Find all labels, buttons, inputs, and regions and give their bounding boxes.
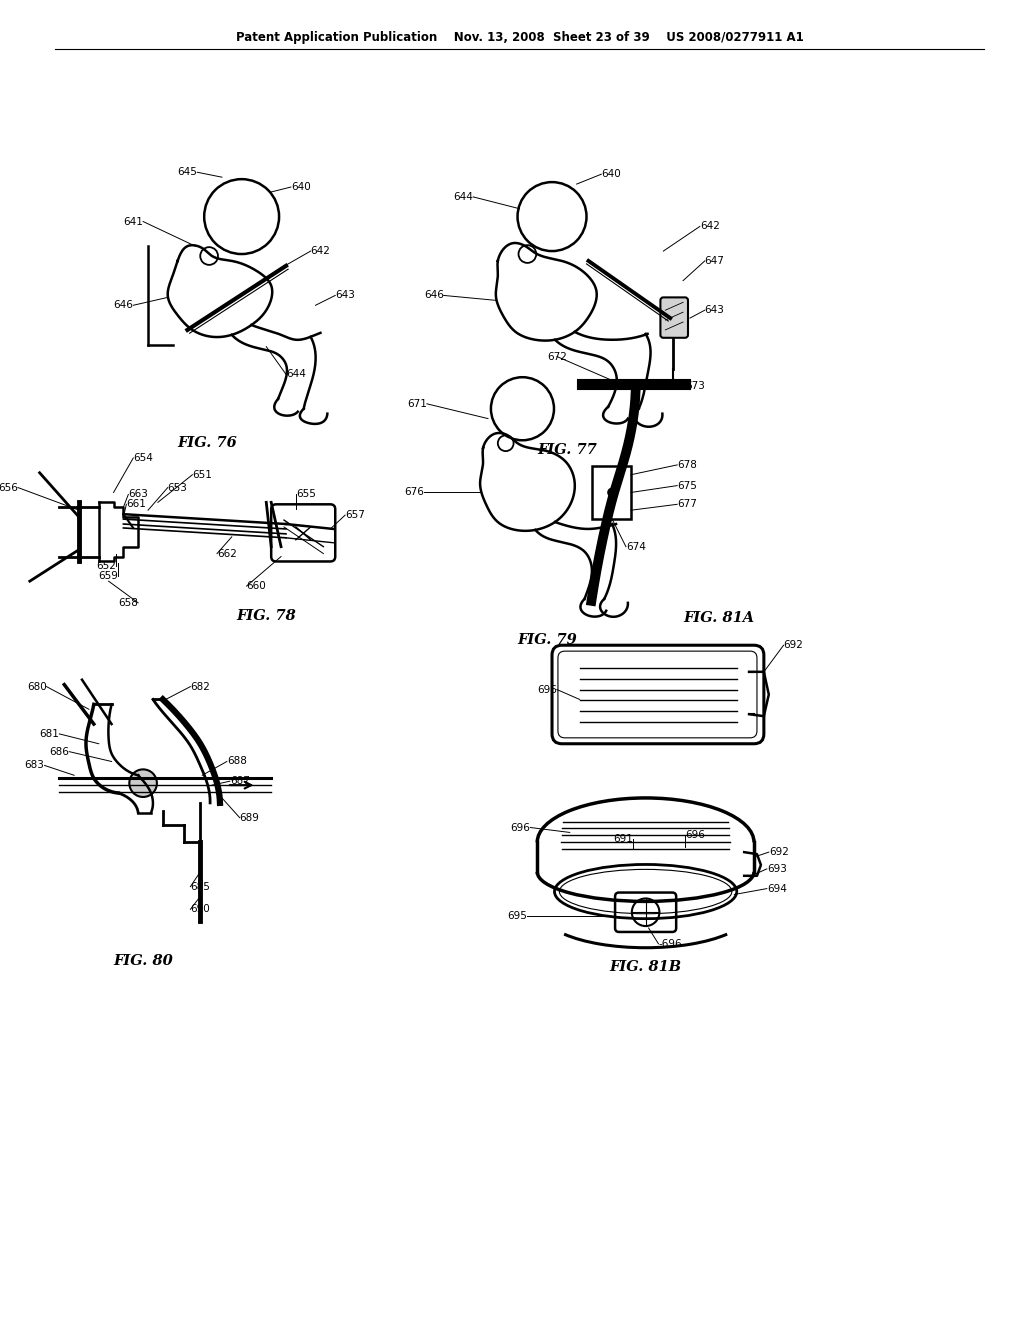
Text: 654: 654: [133, 453, 154, 463]
Text: 692: 692: [783, 640, 804, 651]
Text: 682: 682: [190, 681, 210, 692]
Text: 676: 676: [404, 487, 424, 498]
Text: 672: 672: [547, 351, 567, 362]
Text: 688: 688: [227, 756, 247, 767]
Text: 644: 644: [454, 191, 473, 202]
Text: 657: 657: [345, 510, 365, 520]
Text: 646: 646: [114, 300, 133, 310]
Text: -696: -696: [658, 939, 682, 949]
Text: FIG. 81B: FIG. 81B: [609, 961, 682, 974]
Text: 671: 671: [407, 399, 427, 409]
Text: 689: 689: [240, 813, 259, 822]
Text: Patent Application Publication    Nov. 13, 2008  Sheet 23 of 39    US 2008/02779: Patent Application Publication Nov. 13, …: [236, 32, 804, 45]
Text: 683: 683: [25, 760, 45, 771]
Text: 663: 663: [128, 490, 148, 499]
Circle shape: [129, 770, 157, 797]
Text: 696: 696: [685, 830, 705, 841]
Text: 681: 681: [40, 729, 59, 739]
Text: 696: 696: [511, 822, 530, 833]
Text: FIG. 77: FIG. 77: [537, 444, 597, 457]
Text: 692: 692: [769, 847, 788, 857]
Text: 673: 673: [685, 381, 705, 391]
Text: 653: 653: [168, 483, 187, 492]
Text: 680: 680: [27, 681, 46, 692]
Text: 641: 641: [123, 216, 143, 227]
Text: 658: 658: [119, 598, 138, 607]
Text: 690: 690: [190, 904, 210, 915]
Text: 694: 694: [767, 883, 786, 894]
Text: 662: 662: [217, 549, 237, 558]
Text: 695: 695: [508, 911, 527, 921]
Text: FIG. 80: FIG. 80: [114, 953, 173, 968]
Text: 642: 642: [699, 222, 720, 231]
Text: 656: 656: [0, 483, 18, 492]
Text: FIG. 81A: FIG. 81A: [683, 611, 754, 624]
Text: 640: 640: [601, 169, 621, 180]
Text: 643: 643: [705, 305, 725, 315]
Text: 642: 642: [310, 246, 331, 256]
Text: 693: 693: [767, 863, 786, 874]
Text: 647: 647: [705, 256, 725, 265]
Text: 686: 686: [49, 747, 70, 756]
Text: 691: 691: [613, 834, 633, 845]
Text: 696: 696: [537, 685, 557, 694]
Text: FIG. 78: FIG. 78: [237, 609, 296, 623]
Text: 675: 675: [677, 480, 697, 491]
Text: 661: 661: [126, 499, 146, 510]
Text: FIG. 79: FIG. 79: [517, 634, 577, 647]
Text: 677: 677: [677, 499, 697, 510]
Text: 652: 652: [96, 561, 117, 572]
Text: FIG. 76: FIG. 76: [177, 436, 237, 450]
Text: 678: 678: [677, 459, 697, 470]
FancyBboxPatch shape: [660, 297, 688, 338]
Text: 660: 660: [247, 581, 266, 591]
Text: 687: 687: [229, 776, 250, 787]
Text: 674: 674: [626, 541, 646, 552]
Text: 655: 655: [296, 490, 315, 499]
Text: 640: 640: [291, 182, 310, 191]
Text: 645: 645: [177, 168, 198, 177]
Text: 646: 646: [424, 290, 443, 301]
Text: 685: 685: [190, 882, 210, 891]
Text: 651: 651: [193, 470, 212, 479]
Circle shape: [607, 487, 617, 498]
Text: 659: 659: [98, 572, 119, 581]
Text: 643: 643: [335, 290, 355, 301]
Text: 644: 644: [286, 370, 306, 379]
